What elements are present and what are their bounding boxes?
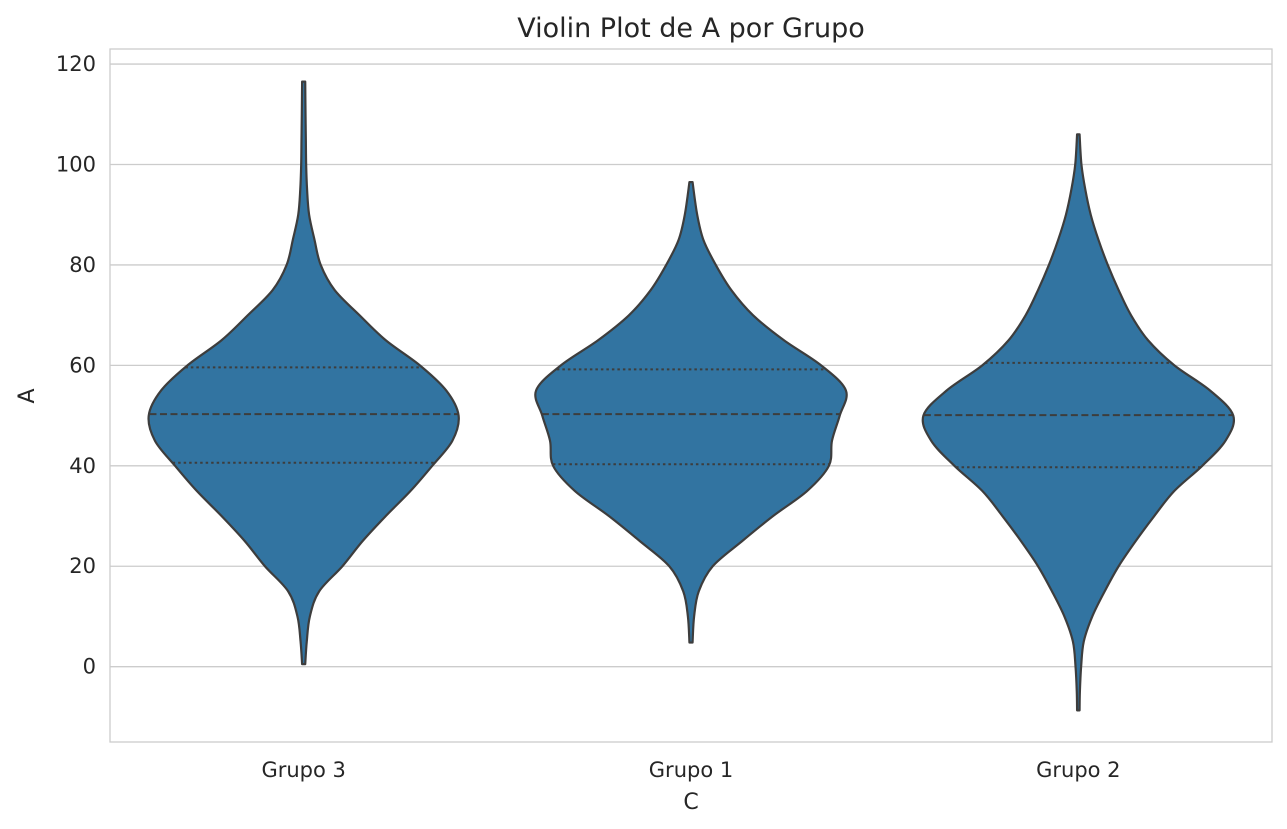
violin-grupo-1 xyxy=(534,180,848,644)
violin-body xyxy=(534,180,848,644)
y-axis-label: A xyxy=(15,388,40,403)
y-tick-label: 120 xyxy=(56,52,96,76)
violin-grupo-2 xyxy=(921,133,1235,712)
x-tick-label: Grupo 3 xyxy=(261,758,345,782)
violin-grupo-3 xyxy=(147,80,460,666)
y-tick-labels: 0 20 40 60 80 100 120 xyxy=(56,52,96,679)
y-tick-label: 40 xyxy=(69,454,96,478)
x-axis-label: C xyxy=(683,790,698,815)
violin-body xyxy=(921,133,1235,712)
violin-body xyxy=(147,80,460,666)
y-tick-label: 0 xyxy=(83,655,96,679)
y-tick-label: 80 xyxy=(69,253,96,277)
y-tick-label: 60 xyxy=(69,353,96,377)
x-tick-label: Grupo 2 xyxy=(1036,758,1120,782)
y-tick-label: 20 xyxy=(69,554,96,578)
chart-title: Violin Plot de A por Grupo xyxy=(517,13,865,44)
violins xyxy=(147,80,1235,712)
y-tick-label: 100 xyxy=(56,153,96,177)
plot-frame xyxy=(109,48,1273,743)
x-tick-label: Grupo 1 xyxy=(649,758,733,782)
x-tick-labels: Grupo 3 Grupo 1 Grupo 2 xyxy=(261,758,1120,782)
